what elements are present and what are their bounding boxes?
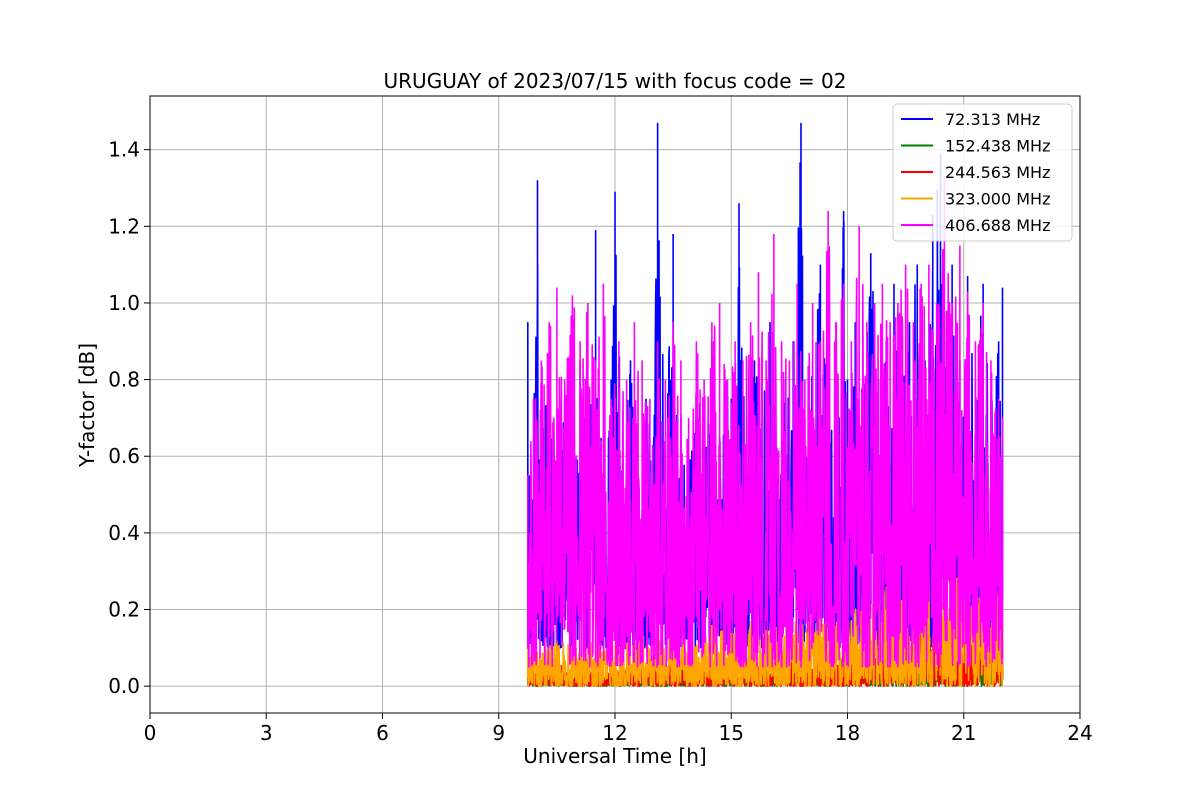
y-tick-label: 1.0 <box>108 291 140 315</box>
legend-label: 244.563 MHz <box>945 163 1050 182</box>
axis-ticks: 0 3 6 9 12 15 18 21 24 0.0 0.2 0.4 0.6 0.8 1.0 1.2 1.4 <box>108 138 1093 745</box>
y-axis-label: Y-factor [dB] <box>75 343 99 468</box>
y-tick-label: 0.8 <box>108 368 140 392</box>
x-tick-label: 18 <box>835 721 860 745</box>
y-tick-label: 0.0 <box>108 674 140 698</box>
legend-box <box>892 103 1073 242</box>
legend: 72.313 MHz 152.438 MHz 244.563 MHz 323.000 … <box>892 103 1073 242</box>
series-layer <box>527 122 1004 687</box>
legend-label: 152.438 MHz <box>945 137 1050 156</box>
y-tick-label: 1.2 <box>108 214 140 238</box>
x-tick-label: 15 <box>719 721 744 745</box>
x-tick-label: 6 <box>376 721 389 745</box>
legend-label: 406.688 MHz <box>945 216 1050 235</box>
y-tick-label: 1.4 <box>108 138 140 162</box>
x-tick-label: 0 <box>144 721 157 745</box>
chart-title: URUGUAY of 2023/07/15 with focus code = … <box>384 69 847 93</box>
x-tick-label: 12 <box>602 721 627 745</box>
x-tick-label: 3 <box>260 721 273 745</box>
y-tick-label: 0.4 <box>108 521 140 545</box>
y-tick-label: 0.2 <box>108 598 140 622</box>
legend-label: 72.313 MHz <box>945 110 1040 129</box>
y-tick-label: 0.6 <box>108 444 140 468</box>
series-line-406mhz <box>527 176 1004 668</box>
x-tick-label: 21 <box>951 721 976 745</box>
x-axis-label: Universal Time [h] <box>523 744 706 768</box>
legend-label: 323.000 MHz <box>945 190 1050 209</box>
x-tick-label: 24 <box>1067 721 1092 745</box>
x-tick-label: 9 <box>492 721 505 745</box>
